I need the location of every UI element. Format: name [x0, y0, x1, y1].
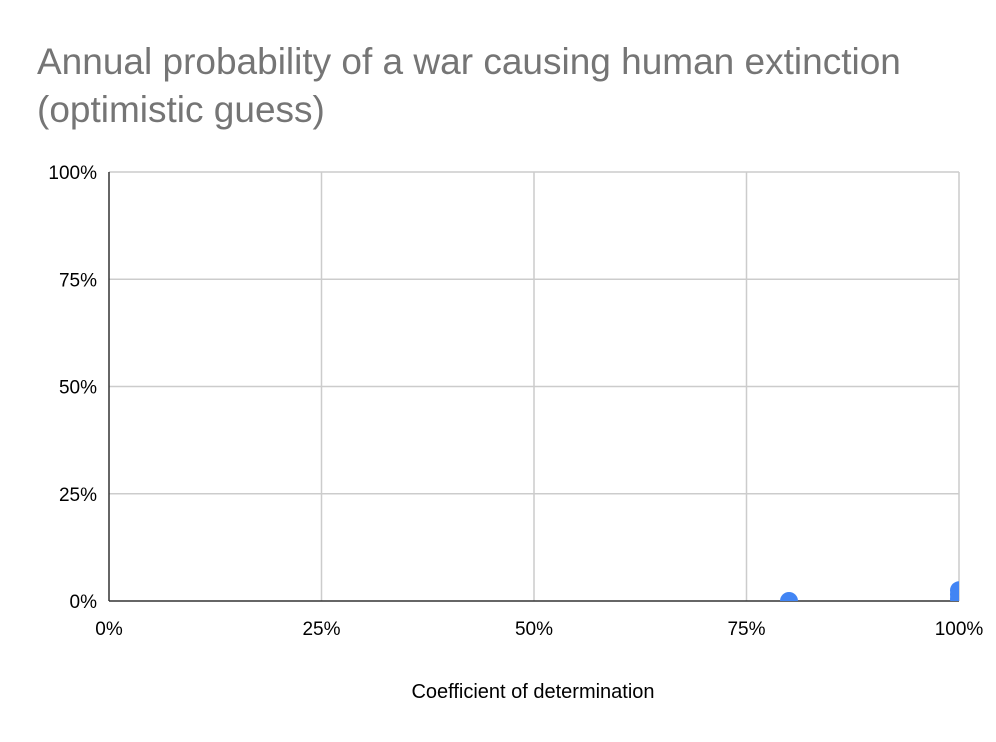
tick-labels: 0% 25% 50% 75% 100% 0% 25% 50% 75% 100%: [48, 163, 983, 640]
data-points: [780, 581, 959, 601]
x-tick-label: 100%: [935, 619, 984, 640]
y-tick-label: 0%: [70, 592, 98, 613]
x-tick-label: 25%: [302, 619, 340, 640]
axes: [108, 172, 959, 602]
chart-title: Annual probability of a war causing huma…: [37, 38, 977, 134]
gridlines: [109, 171, 960, 601]
y-tick-label: 100%: [48, 163, 97, 184]
y-tick-label: 25%: [59, 485, 97, 506]
chart-title-line-2: (optimistic guess): [37, 89, 325, 130]
data-point: [780, 592, 798, 601]
y-tick-label: 50%: [59, 378, 97, 399]
chart-title-line-1: Annual probability of a war causing huma…: [37, 41, 901, 82]
x-tick-label: 50%: [515, 619, 553, 640]
y-tick-label: 75%: [59, 270, 97, 291]
x-axis-title: Coefficient of determination: [411, 681, 654, 703]
x-tick-label: 75%: [727, 619, 765, 640]
data-point: [950, 589, 959, 601]
x-tick-label: 0%: [95, 619, 123, 640]
